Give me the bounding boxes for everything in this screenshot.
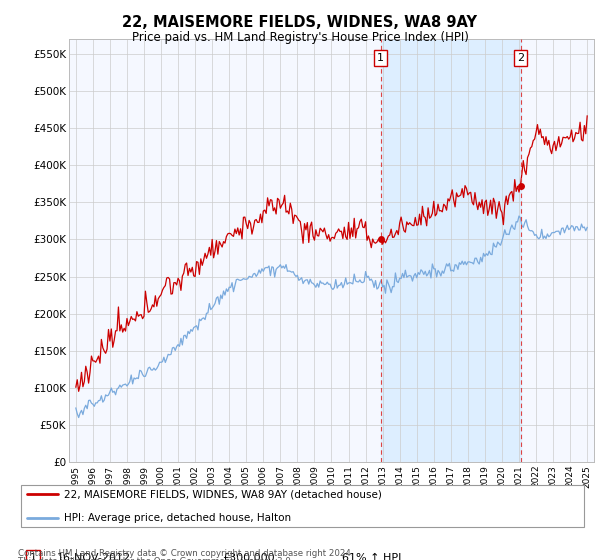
Text: This data is licensed under the Open Government Licence v3.0.: This data is licensed under the Open Gov…	[18, 557, 293, 560]
Bar	[380, 39, 521, 462]
Text: £300,000: £300,000	[222, 553, 275, 560]
Text: 2: 2	[517, 53, 524, 63]
Text: Contains HM Land Registry data © Crown copyright and database right 2024.: Contains HM Land Registry data © Crown c…	[18, 549, 353, 558]
Text: Price paid vs. HM Land Registry's House Price Index (HPI): Price paid vs. HM Land Registry's House …	[131, 31, 469, 44]
Text: 1: 1	[377, 53, 384, 63]
Text: 61% ↑ HPI: 61% ↑ HPI	[342, 553, 401, 560]
Text: HPI: Average price, detached house, Halton: HPI: Average price, detached house, Halt…	[64, 512, 291, 522]
Text: 22, MAISEMORE FIELDS, WIDNES, WA8 9AY (detached house): 22, MAISEMORE FIELDS, WIDNES, WA8 9AY (d…	[64, 489, 382, 500]
Text: 1: 1	[29, 553, 37, 560]
Text: 16-NOV-2012: 16-NOV-2012	[57, 553, 131, 560]
Text: 22, MAISEMORE FIELDS, WIDNES, WA8 9AY: 22, MAISEMORE FIELDS, WIDNES, WA8 9AY	[122, 15, 478, 30]
FancyBboxPatch shape	[21, 484, 584, 528]
